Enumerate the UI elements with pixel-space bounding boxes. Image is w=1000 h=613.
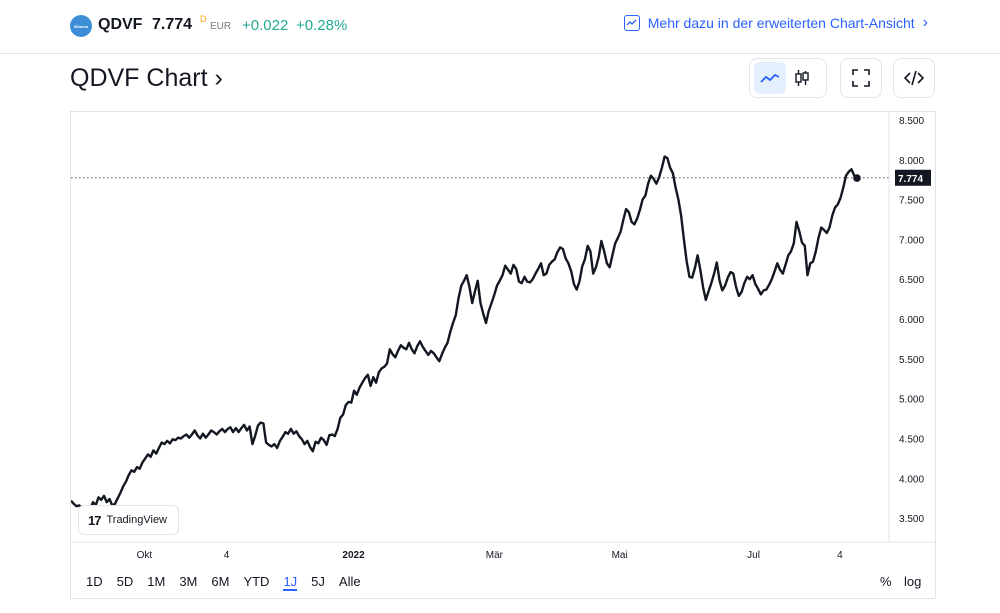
range-button-6m[interactable]: 6M	[211, 574, 230, 589]
fullscreen-icon[interactable]	[840, 58, 882, 98]
chart-link-icon	[623, 15, 640, 31]
y-tick-label: 6.000	[899, 315, 924, 326]
range-button-alle[interactable]: Alle	[338, 574, 361, 589]
range-button-3m[interactable]: 3M	[179, 574, 198, 589]
log-scale-toggle[interactable]: log	[904, 574, 922, 589]
tradingview-watermark[interactable]: 17 TradingView	[78, 505, 179, 535]
last-price-label-bg	[895, 169, 931, 186]
range-button-5d[interactable]: 5D	[116, 574, 134, 589]
y-tick-label: 5.500	[899, 355, 924, 366]
embed-code-icon[interactable]	[893, 58, 935, 98]
chart-type-toggle	[749, 58, 827, 98]
last-price-label: 7.774	[898, 174, 923, 185]
logo-text: iShares	[73, 23, 89, 29]
percent-scale-toggle[interactable]: %	[880, 574, 892, 589]
y-tick-label: 6.500	[899, 275, 924, 286]
chart-container[interactable]: 3.500 4.000 4.500 5.000 5.500 6.000 6.500 7.000…	[70, 111, 936, 599]
delayed-flag: D	[200, 14, 207, 24]
range-button-5j[interactable]: 5J	[311, 574, 325, 589]
y-tick-label: 7.000	[899, 235, 924, 246]
range-button-1d[interactable]: 1D	[86, 574, 103, 589]
x-tick-label: Mär	[486, 550, 504, 561]
y-tick-label: 8.000	[899, 156, 924, 167]
x-tick-label: Mai	[612, 550, 628, 561]
x-tick-label: Okt	[137, 550, 153, 561]
price-change-percent: +0.28%	[296, 17, 348, 34]
current-price: 7.774	[152, 16, 193, 33]
y-tick-label: 4.500	[899, 434, 924, 445]
last-price-dot	[853, 174, 861, 182]
x-tick-label: 4	[837, 550, 843, 561]
x-tick-label: 2022	[342, 550, 365, 561]
range-selector: 1D 5D 1M 3M 6M YTD 1J 5J Alle	[86, 574, 375, 591]
line-chart-icon[interactable]	[754, 62, 786, 94]
range-button-ytd[interactable]: YTD	[243, 574, 270, 589]
y-tick-label: 4.000	[899, 474, 924, 485]
ishares-logo: iShares	[70, 15, 92, 37]
range-button-1j[interactable]: 1J	[283, 574, 298, 591]
chevron-right-icon: ›	[922, 14, 928, 31]
y-tick-label: 8.500	[899, 116, 924, 127]
x-tick-label: 4	[224, 550, 230, 561]
y-tick-label: 7.500	[899, 196, 924, 207]
chart-title[interactable]: QDVF Chart ›	[70, 64, 223, 92]
price-change: +0.022	[242, 17, 289, 34]
symbol-header: iShares QDVF 7.774 D EUR +0.022 +0.28% M…	[0, 0, 1000, 54]
tradingview-text: TradingView	[106, 514, 168, 526]
y-tick-label: 3.500	[899, 514, 924, 525]
range-button-1m[interactable]: 1M	[147, 574, 166, 589]
price-series-line[interactable]	[70, 155, 858, 512]
x-tick-label: Jul	[747, 550, 760, 561]
y-tick-label: 5.000	[899, 395, 924, 406]
currency-label: EUR	[210, 21, 232, 32]
advanced-chart-link[interactable]: Mehr dazu in der erweiterten Chart-Ansic…	[623, 14, 928, 32]
tradingview-logo-icon: 17	[88, 512, 102, 528]
advanced-chart-link-text: Mehr dazu in der erweiterten Chart-Ansic…	[647, 15, 915, 31]
symbol-name[interactable]: QDVF	[98, 16, 143, 33]
candlestick-icon[interactable]	[786, 62, 818, 94]
price-chart[interactable]: 3.500 4.000 4.500 5.000 5.500 6.000 6.500 7.000…	[70, 112, 935, 598]
